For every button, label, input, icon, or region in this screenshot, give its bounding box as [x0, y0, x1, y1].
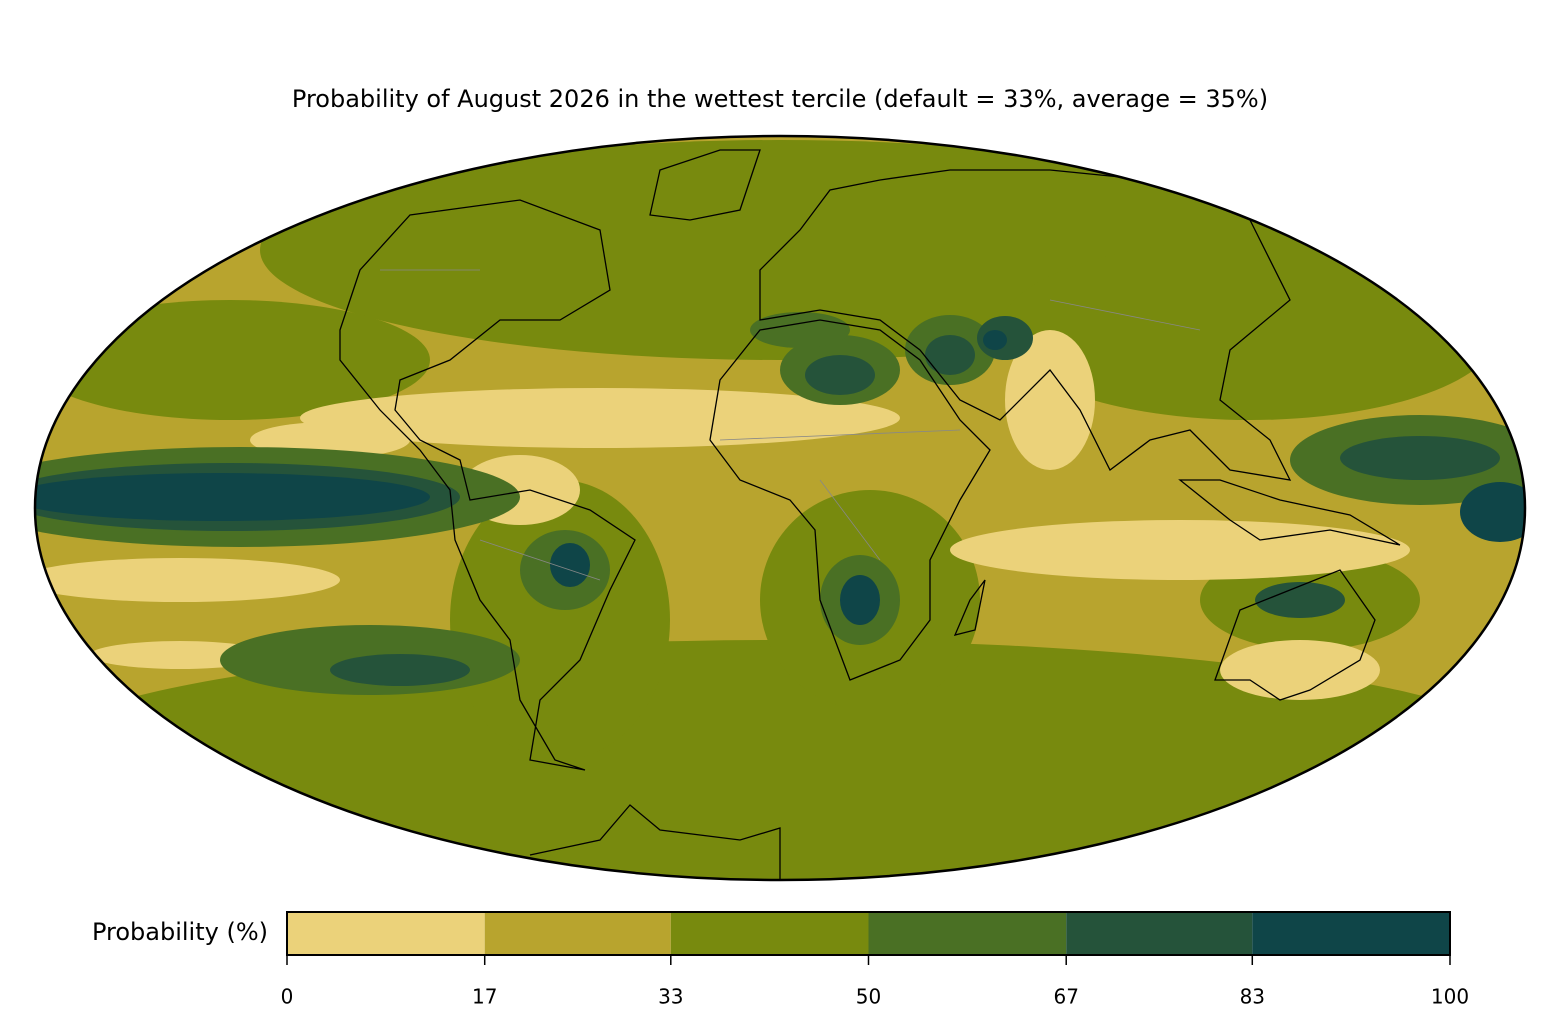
colorbar-tick-label: 17: [472, 985, 497, 1009]
colorbar-segment: [287, 912, 485, 955]
colorbar-tick-label: 50: [856, 985, 881, 1009]
colorbar-tick-label: 100: [1431, 985, 1469, 1009]
colorbar-tick-label: 83: [1240, 985, 1265, 1009]
colorbar-label: Probability (%): [92, 918, 268, 946]
colorbar-segment: [1252, 912, 1450, 955]
map-field: [35, 136, 1525, 880]
map-frame: [33, 134, 1527, 882]
colorbar-tick-label: 33: [658, 985, 683, 1009]
chart-title: Probability of August 2026 in the wettes…: [292, 85, 1268, 113]
colorbar: 0 17 33 50 67 83 100: [281, 912, 1469, 1009]
colorbar-frame: [286, 911, 1451, 956]
colorbar-segment: [1066, 912, 1253, 955]
colorbar-tick-label: 67: [1053, 985, 1078, 1009]
colorbar-tick-label: 0: [281, 985, 294, 1009]
colorbar-segment: [484, 912, 671, 955]
colorbar-segment: [670, 912, 869, 955]
colorbar-segment: [868, 912, 1067, 955]
